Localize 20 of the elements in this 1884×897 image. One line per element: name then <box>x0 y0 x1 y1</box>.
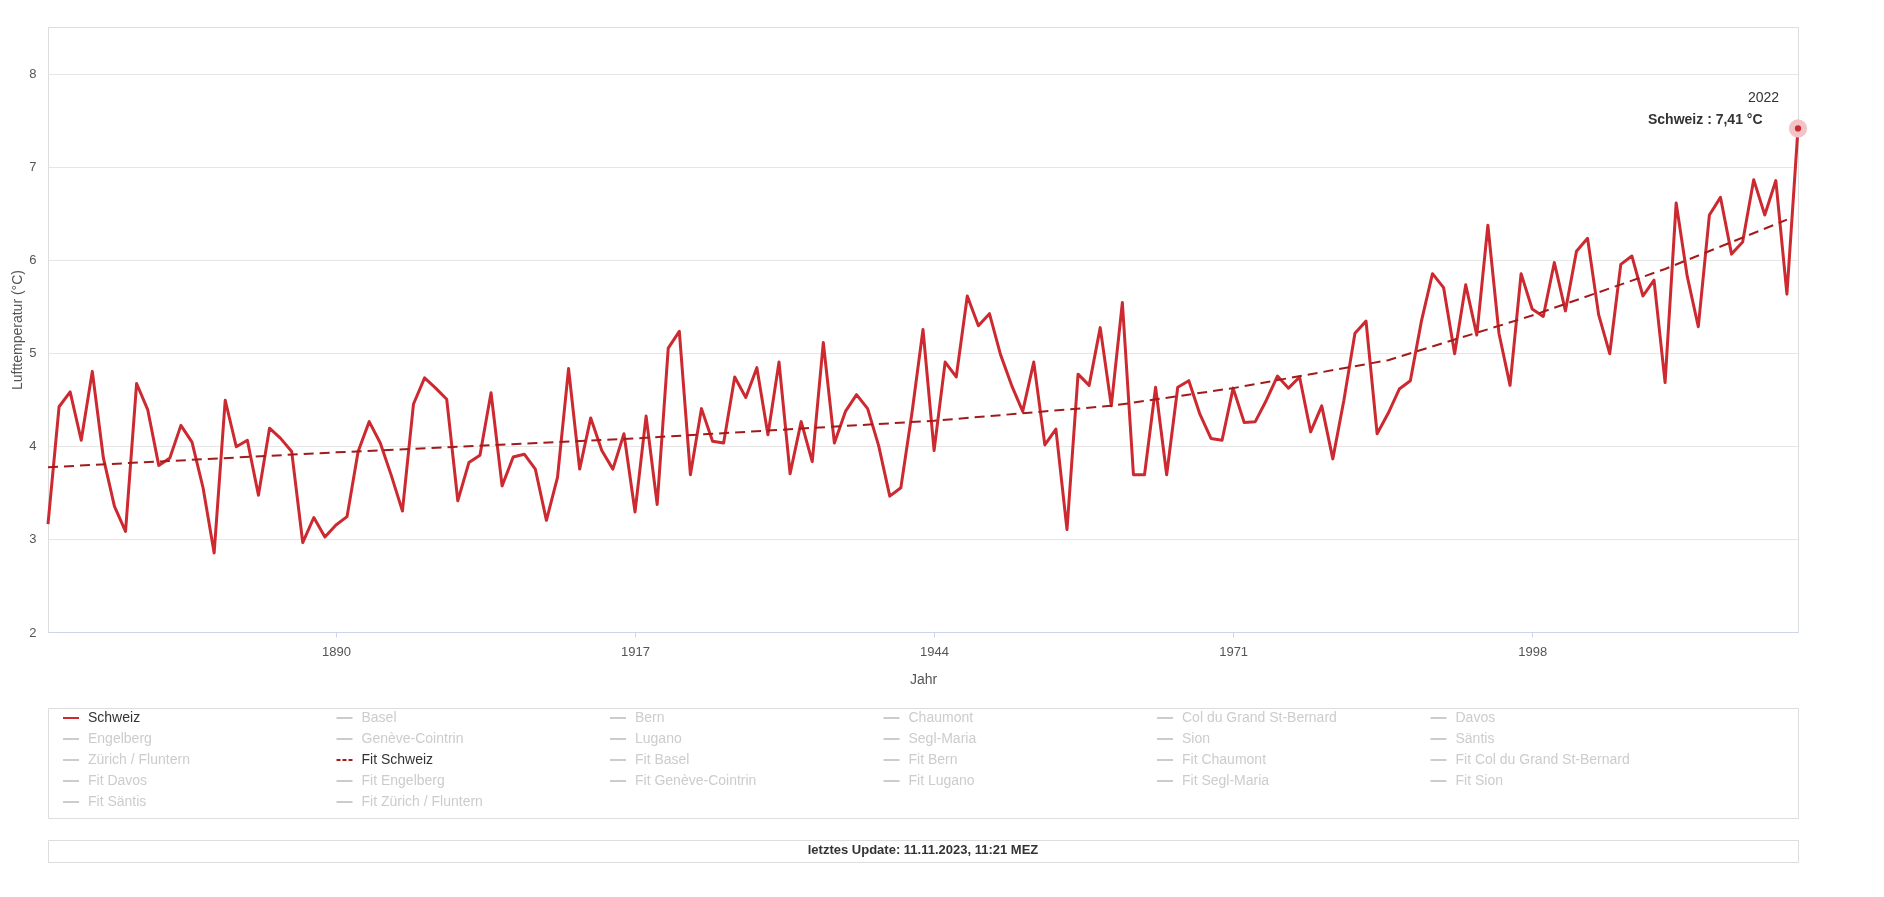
y-tick-label: 5 <box>29 345 37 361</box>
y-tick-label: 4 <box>29 438 37 454</box>
text: letztes Update: 11.11.2023, 11:21 MEZ <box>807 842 1039 857</box>
y-axis-title: Lufttemperatur (°C) <box>9 270 26 390</box>
x-axis-title: Jahr <box>909 670 938 687</box>
y-tick-label: 7 <box>29 159 37 175</box>
legend-label: Schweiz <box>88 709 141 725</box>
line-series <box>47 218 1788 469</box>
x-tick-label: 1917 <box>621 643 650 659</box>
y-tick-label: 2 <box>29 624 37 640</box>
legend-label: Fit Schweiz <box>361 751 434 767</box>
y-tick-label: 3 <box>29 531 37 547</box>
y-tick-label: 8 <box>29 66 37 82</box>
x-tick-label: 1971 <box>1219 643 1249 659</box>
x-tick-label: 1944 <box>920 643 950 659</box>
x-tick-label: 1998 <box>1518 643 1548 659</box>
annotation: Schweiz : 7,41 °C <box>1648 111 1763 128</box>
x-tick-label: 1890 <box>322 643 351 659</box>
y-tick-label: 6 <box>29 252 37 268</box>
annotation: 2022 <box>1748 89 1780 106</box>
